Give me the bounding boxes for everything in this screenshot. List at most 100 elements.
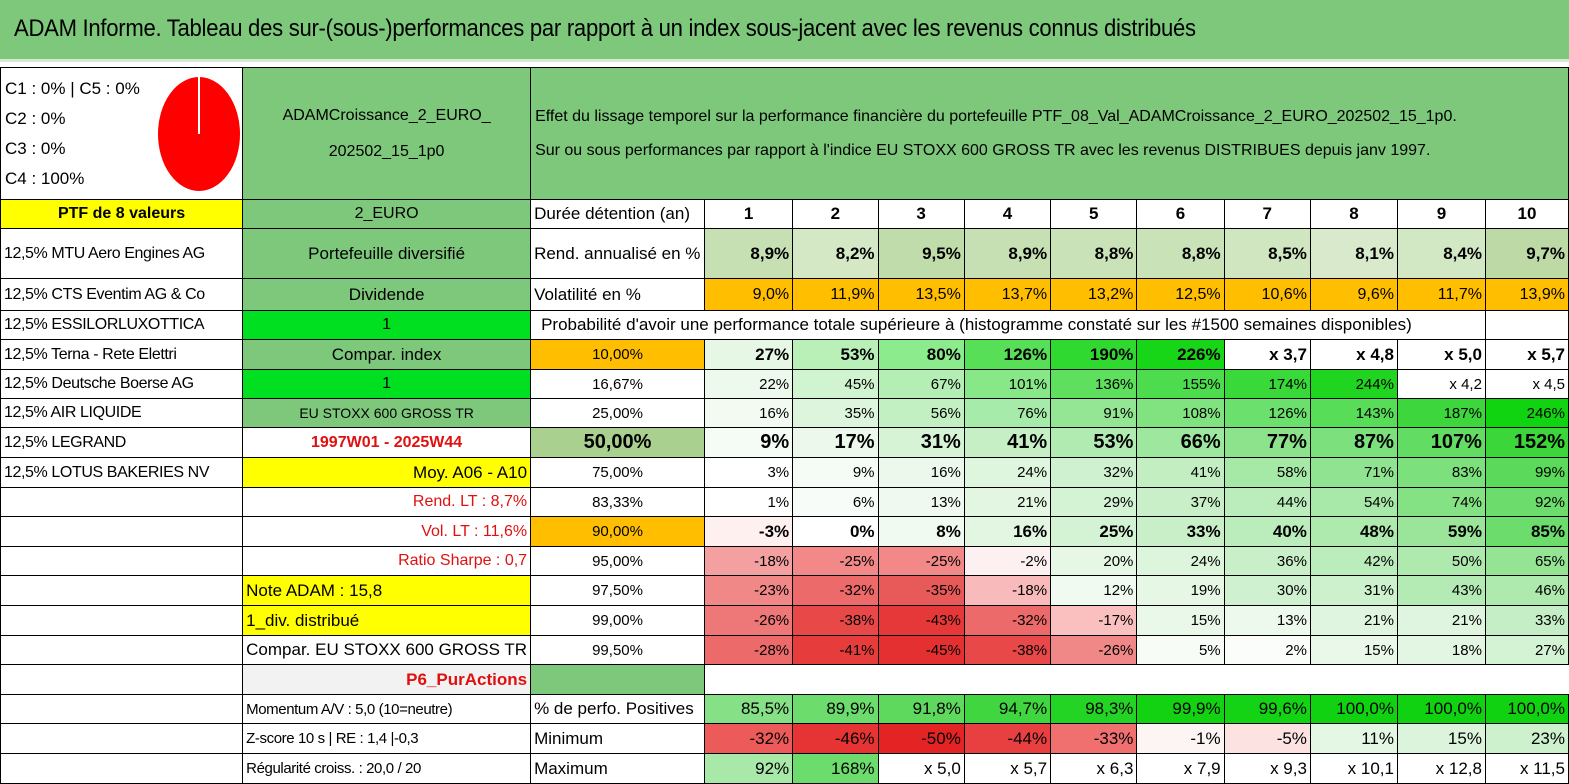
quantile-value: -38% — [792, 605, 879, 636]
performance-table: C1 : 0% | C5 : 0% C2 : 0% C3 : 0% C4 : 100%… — [0, 67, 1569, 784]
holding-name: 12,5% LOTUS BAKERIES NV — [0, 457, 244, 488]
minimum-label: Minimum — [530, 723, 705, 754]
quantile-value: -23% — [703, 575, 794, 606]
year-header: 1 — [703, 199, 794, 229]
minimum-value: -5% — [1223, 723, 1311, 754]
table-row: 12,5% ESSILORLUXOTTICA 1 Probabilité d'avo… — [0, 310, 1569, 340]
quantile-value: 5% — [1136, 635, 1225, 665]
quantile-value: -26% — [703, 605, 794, 636]
table-row: 12,5% LOTUS BAKERIES NV Moy. A06 - A10 75,… — [0, 457, 1569, 488]
table-row: 12,5% AIR LIQUIDE EU STOXX 600 GROSS TR 25… — [0, 398, 1569, 428]
quantile-value: 3% — [703, 457, 794, 488]
quantile-value: 41% — [1136, 457, 1225, 488]
quantile-value: 21% — [963, 487, 1052, 517]
quantile-value: 107% — [1396, 427, 1486, 458]
quantile-value: 16% — [877, 457, 965, 488]
quantile-value: 92% — [1484, 487, 1569, 517]
quantile-value: 24% — [1136, 546, 1225, 576]
vol-value: 9,6% — [1309, 278, 1398, 311]
quantile-value: x 5,7 — [1484, 339, 1569, 370]
rend-lt: Rend. LT : 8,7% — [242, 487, 532, 517]
report-title: ADAM Informe. Tableau des sur-(sous-)per… — [14, 15, 1196, 42]
quantile-value: -32% — [792, 575, 879, 606]
table-row: 12,5% CTS Eventim AG & Co Dividende Volati… — [0, 278, 1569, 311]
table-row: Compar. EU STOXX 600 GROSS TR 99,50% -28% -… — [0, 635, 1569, 665]
maximum-label: Maximum — [530, 753, 705, 784]
table-row: 12,5% MTU Aero Engines AG Portefeuille di… — [0, 228, 1569, 279]
regularite: Régularité croiss. : 20,0 / 20 — [242, 753, 532, 784]
quantile-value: 32% — [1050, 457, 1138, 488]
holding-name: 12,5% LEGRAND — [0, 427, 244, 458]
quantile-value: 67% — [877, 369, 965, 399]
div-distribue: 1_div. distribué — [242, 605, 532, 636]
vol-label: Volatilité en % — [530, 278, 705, 311]
quantile-value: 80% — [877, 339, 965, 370]
quantile-value: 31% — [877, 427, 965, 458]
quantile-value: -26% — [1050, 635, 1138, 665]
dividend-label: Dividende — [242, 278, 532, 311]
title-bar: ADAM Informe. Tableau des sur-(sous-)per… — [0, 0, 1569, 62]
positives-value: 100,0% — [1484, 694, 1569, 724]
quantile-value: 20% — [1050, 546, 1138, 576]
table-row: 12,5% LEGRAND 1997W01 - 2025W44 50,00% 9% 17… — [0, 427, 1569, 458]
quantile-prob: 97,50% — [530, 575, 705, 606]
currency: 2_EURO — [242, 199, 532, 229]
holding-name: 12,5% Deutsche Boerse AG — [0, 369, 244, 399]
vol-value: 13,7% — [963, 278, 1052, 311]
positives-value: 99,6% — [1223, 694, 1311, 724]
empty-cell — [0, 694, 244, 724]
minimum-value: -1% — [1136, 723, 1225, 754]
compar-index: Compar. index — [242, 339, 532, 370]
quantile-value: x 4,5 — [1484, 369, 1569, 399]
year-header: 3 — [877, 199, 965, 229]
rend-value: 8,8% — [1050, 228, 1138, 279]
quantile-value: 18% — [1396, 635, 1486, 665]
table-row: PTF de 8 valeurs 2_EURO Durée détention (a… — [0, 199, 1569, 229]
table-row: Vol. LT : 11,6% 90,00% -3% 0% 8% 16% 25% 33% 40%… — [0, 516, 1569, 547]
quantile-value: 108% — [1136, 398, 1225, 428]
quantile-value: 1% — [703, 487, 794, 517]
quantile-value: 65% — [1484, 546, 1569, 576]
rend-label: Rend. annualisé en % — [530, 228, 705, 279]
quantile-value: 190% — [1050, 339, 1138, 370]
table-row: Ratio Sharpe : 0,7 95,00% -18% -25% -25% -2% 2… — [0, 546, 1569, 576]
maximum-value: x 6,3 — [1050, 753, 1138, 784]
quantile-value: 50% — [1396, 546, 1486, 576]
vol-value: 13,5% — [877, 278, 965, 311]
quantile-value: 30% — [1223, 575, 1311, 606]
year-header: 9 — [1396, 199, 1486, 229]
maximum-value: x 9,3 — [1223, 753, 1311, 784]
p6-spacer — [530, 664, 705, 695]
quantile-value: 27% — [1484, 635, 1569, 665]
pie-label: C1 : 0% | C5 : 0% — [5, 79, 140, 98]
quantile-value: 136% — [1050, 369, 1138, 399]
zscore: Z-score 10 s | RE : 1,4 |-0,3 — [242, 723, 532, 754]
quantile-prob: 99,00% — [530, 605, 705, 636]
quantile-value: 54% — [1309, 487, 1398, 517]
empty-cell — [0, 664, 244, 695]
table-row: C1 : 0% | C5 : 0% C2 : 0% C3 : 0% C4 : 100%… — [0, 67, 1569, 200]
quantile-value: 21% — [1309, 605, 1398, 636]
moy-label: Moy. A06 - A10 — [242, 457, 532, 488]
quantile-prob: 90,00% — [530, 516, 705, 547]
holding-name: 12,5% ESSILORLUXOTTICA — [0, 310, 244, 340]
quantile-value: -3% — [703, 516, 794, 547]
quantile-value: 13% — [877, 487, 965, 517]
minimum-value: 23% — [1484, 723, 1569, 754]
empty-cell — [1484, 310, 1569, 340]
allocation-pie-chart — [156, 75, 242, 193]
quantile-value: 29% — [1050, 487, 1138, 517]
rend-value: 8,9% — [963, 228, 1052, 279]
quantile-value: 15% — [1309, 635, 1398, 665]
holding-name: 12,5% MTU Aero Engines AG — [0, 228, 244, 279]
quantile-value: -28% — [703, 635, 794, 665]
quantile-prob: 75,00% — [530, 457, 705, 488]
quantile-value: 91% — [1050, 398, 1138, 428]
quantile-value: 174% — [1223, 369, 1311, 399]
minimum-value: 15% — [1396, 723, 1486, 754]
quantile-value: 24% — [963, 457, 1052, 488]
description-line-2: Sur ou sous performances par rapport à l… — [535, 141, 1431, 159]
quantile-value: 33% — [1484, 605, 1569, 636]
positives-value: 98,3% — [1050, 694, 1138, 724]
year-header: 4 — [963, 199, 1052, 229]
